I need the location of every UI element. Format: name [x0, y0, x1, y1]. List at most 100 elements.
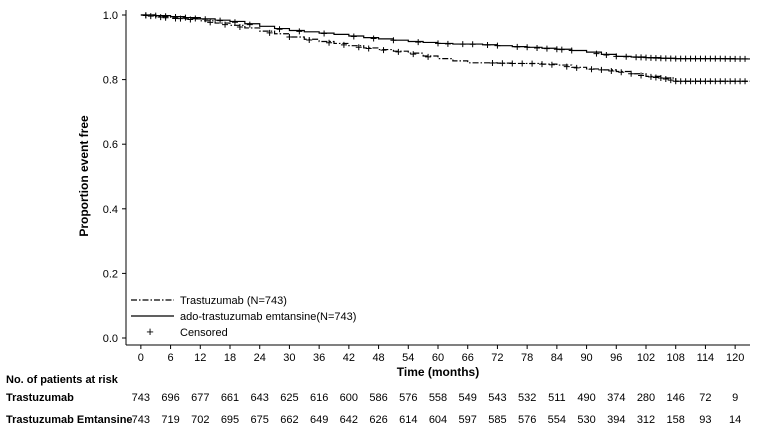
censor-mark-emtansine-32 — [613, 53, 620, 60]
censor-mark-emtansine-20 — [469, 41, 476, 48]
censor-mark-emtansine-1 — [152, 12, 159, 19]
censor-mark-emtansine-7 — [217, 17, 224, 24]
risk-value-emtansine-36: 649 — [310, 414, 328, 426]
censor-mark-emtansine-30 — [593, 50, 600, 57]
censor-mark-emtansine-19 — [459, 41, 466, 48]
censor-mark-trastuzumab-14 — [340, 41, 347, 48]
censor-mark-emtansine-21 — [484, 42, 491, 49]
censor-mark-emtansine-12 — [321, 30, 328, 37]
censor-mark-emtansine-4 — [182, 14, 189, 21]
x-axis-ticks: 0 6 12 18 24 30 36 42 48 54 60 66 72 78 84 90 96 102 108 11… — [138, 345, 744, 364]
curve-ado-trastuzumab-emtansine — [140, 14, 750, 60]
risk-value-trastuzumab-42: 600 — [340, 392, 358, 404]
censor-mark-trastuzumab-30 — [588, 66, 595, 73]
y-axis-label: Proportion event free — [77, 115, 91, 237]
x-tick-label-60: 60 — [432, 352, 444, 364]
y-tick-label-4: 0.8 — [103, 75, 118, 87]
x-tick-label-24: 24 — [254, 352, 266, 364]
risk-value-emtansine-42: 642 — [340, 414, 358, 426]
censor-mark-emtansine-29 — [568, 47, 575, 54]
censor-mark-trastuzumab-40 — [667, 77, 674, 84]
risk-value-emtansine-84: 554 — [548, 414, 566, 426]
censor-mark-emtansine-2 — [162, 13, 169, 20]
censor-mark-emtansine-22 — [494, 42, 501, 49]
censor-mark-trastuzumab-12 — [306, 36, 313, 43]
risk-value-trastuzumab-72: 543 — [488, 392, 506, 404]
risk-value-emtansine-60: 604 — [429, 414, 447, 426]
censor-mark-emtansine-23 — [514, 43, 521, 50]
risk-table-values: 743 696 677 661 643 625 616 600 586 576 558 549 543 5… — [132, 392, 742, 426]
x-tick-label-48: 48 — [372, 352, 384, 364]
x-tick-label-18: 18 — [224, 352, 236, 364]
censor-mark-emtansine-9 — [246, 21, 253, 28]
censor-mark-emtansine-15 — [390, 37, 397, 44]
risk-value-trastuzumab-12: 677 — [191, 392, 209, 404]
censor-mark-trastuzumab-16 — [365, 45, 372, 52]
censor-mark-trastuzumab-38 — [657, 74, 664, 81]
survival-curves — [140, 14, 750, 82]
censor-mark-trastuzumab-20 — [425, 53, 432, 60]
risk-row-label-trastuzumab: Trastuzumab — [6, 392, 74, 404]
censor-mark-trastuzumab-26 — [539, 61, 545, 68]
risk-value-emtansine-48: 626 — [369, 414, 387, 426]
risk-value-trastuzumab-108: 146 — [667, 392, 685, 404]
censor-mark-emtansine-6 — [202, 16, 209, 23]
censor-mark-emtansine-13 — [350, 33, 357, 40]
censor-mark-trastuzumab-5 — [177, 15, 184, 22]
x-tick-label-114: 114 — [697, 352, 715, 364]
y-tick-label-0: 0.0 — [103, 333, 118, 345]
x-tick-label-12: 12 — [194, 352, 206, 364]
risk-value-trastuzumab-18: 661 — [221, 392, 239, 404]
risk-value-emtansine-78: 576 — [518, 414, 536, 426]
legend-label-censored: Censored — [180, 327, 228, 339]
censor-mark-trastuzumab-10 — [266, 29, 273, 36]
censor-mark-trastuzumab-13 — [326, 39, 333, 46]
censor-mark-emtansine-26 — [543, 45, 550, 52]
censor-mark-trastuzumab-15 — [355, 44, 362, 51]
censor-mark-trastuzumab-8 — [222, 21, 229, 28]
x-tick-label-54: 54 — [402, 352, 414, 364]
censor-mark-emtansine-28 — [558, 46, 565, 53]
censor-mark-trastuzumab-39 — [662, 76, 669, 83]
y-tick-label-1: 0.2 — [103, 268, 118, 280]
censor-mark-trastuzumab-25 — [529, 60, 536, 67]
risk-value-emtansine-6: 719 — [161, 414, 179, 426]
risk-value-emtansine-114: 93 — [699, 414, 711, 426]
risk-value-trastuzumab-54: 576 — [399, 392, 417, 404]
risk-value-emtansine-108: 158 — [667, 414, 685, 426]
censor-mark-trastuzumab-37 — [652, 74, 659, 81]
censor-mark-trastuzumab-19 — [410, 51, 417, 58]
censor-mark-trastuzumab-17 — [380, 47, 387, 54]
risk-value-emtansine-18: 695 — [221, 414, 239, 426]
risk-value-emtansine-0: 743 — [132, 414, 150, 426]
y-tick-label-3: 0.6 — [103, 139, 118, 151]
censor-mark-trastuzumab-2 — [157, 14, 164, 21]
y-tick-label-2: 0.4 — [103, 204, 118, 216]
risk-value-emtansine-30: 662 — [280, 414, 298, 426]
risk-value-trastuzumab-102: 280 — [637, 392, 655, 404]
censor-mark-trastuzumab-11 — [286, 33, 293, 40]
censor-mark-emtansine-0 — [142, 12, 149, 19]
censor-mark-emtansine-5 — [192, 15, 199, 22]
risk-value-trastuzumab-84: 511 — [548, 392, 566, 404]
risk-value-trastuzumab-96: 374 — [607, 392, 625, 404]
legend-label-trastuzumab: Trastuzumab (N=743) — [180, 295, 287, 307]
risk-value-emtansine-96: 394 — [607, 414, 625, 426]
risk-value-trastuzumab-36: 616 — [310, 392, 328, 404]
curve-trastuzumab — [140, 14, 750, 82]
censor-mark-trastuzumab-33 — [618, 69, 625, 76]
censor-mark-emtansine-10 — [276, 26, 283, 33]
risk-value-emtansine-90: 530 — [577, 414, 595, 426]
censor-mark-emtansine-8 — [231, 19, 238, 26]
risk-value-emtansine-120: 14 — [729, 414, 741, 426]
y-tick-label-5: 1.0 — [103, 10, 118, 22]
censor-mark-trastuzumab-27 — [548, 61, 555, 68]
risk-value-trastuzumab-120: 9 — [732, 392, 738, 404]
censor-mark-emtansine-56 — [742, 55, 749, 62]
risk-table-title: No. of patients at risk — [6, 374, 119, 386]
risk-value-emtansine-66: 597 — [459, 414, 477, 426]
risk-value-trastuzumab-6: 696 — [161, 392, 179, 404]
risk-value-trastuzumab-114: 72 — [699, 392, 711, 404]
x-tick-label-0: 0 — [138, 352, 144, 364]
